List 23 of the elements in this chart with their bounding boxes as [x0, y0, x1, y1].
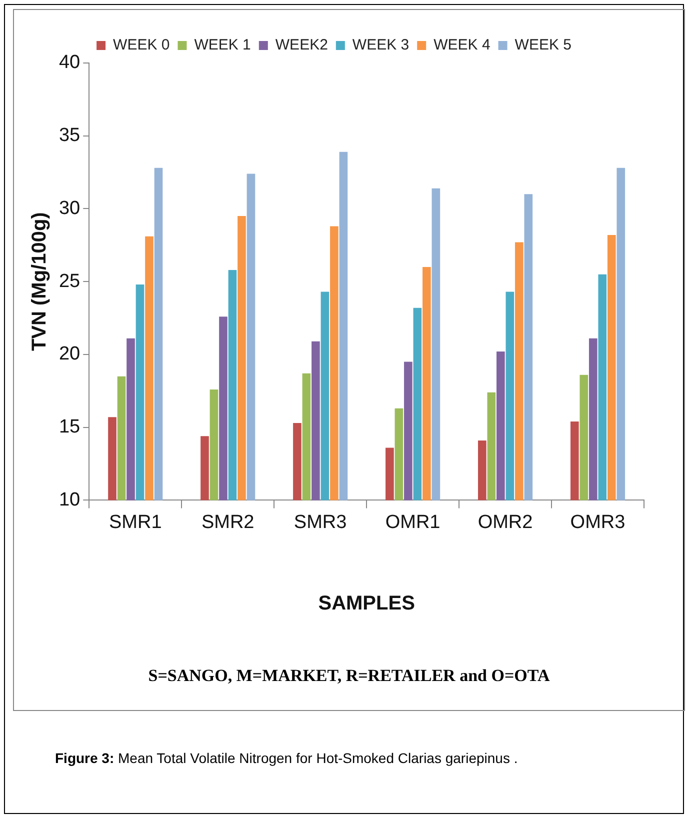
- caption: Figure 3: Mean Total Volatile Nitrogen for Hot-Smoked Clarias gariepinus .: [55, 750, 518, 766]
- x-tick-label: SMR3: [294, 512, 347, 533]
- legend-label: WEEK 1: [194, 36, 251, 54]
- x-tick-label: OMR3: [570, 512, 626, 533]
- y-tick-label: 10: [58, 489, 80, 510]
- x-tick-label: OMR2: [478, 512, 533, 533]
- y-tick-label: 20: [58, 344, 80, 365]
- legend-label: WEEK 3: [352, 36, 410, 54]
- y-tick-label: 25: [58, 270, 80, 292]
- x-tick-label: OMR1: [385, 512, 440, 533]
- text: S=SANGO, M=MARKET, R=RETAILER and O=OTA: [147, 666, 551, 686]
- legend-label: WEEK 5: [514, 36, 572, 54]
- y-tick-label: 40: [58, 52, 80, 74]
- y-tick-label: 15: [58, 416, 80, 438]
- y-tick-label: 30: [58, 198, 80, 219]
- legend-label: WEEK 4: [434, 36, 490, 54]
- y-tick-label: 35: [58, 125, 80, 146]
- x-tick-label: SMR2: [201, 512, 254, 533]
- x-tick-label: SMR1: [108, 512, 162, 533]
- legend-label: WEEK2: [275, 36, 328, 54]
- y-axis-title: TVN (Mg/100g): [28, 212, 51, 352]
- legend-label: WEEK 0: [113, 36, 170, 54]
- x-axis-title: SAMPLES: [318, 592, 415, 615]
